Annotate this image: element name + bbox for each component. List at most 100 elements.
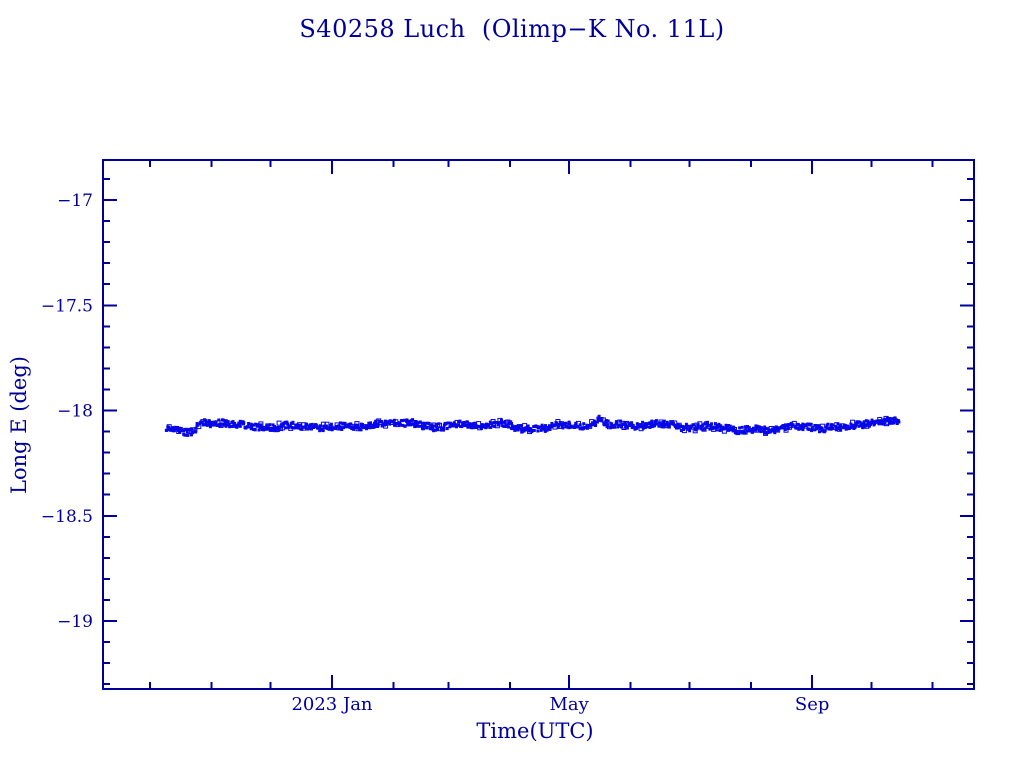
data-point	[271, 427, 275, 431]
data-point	[543, 428, 547, 431]
data-point	[662, 424, 666, 427]
data-point	[654, 419, 658, 423]
data-point	[783, 428, 787, 432]
data-point	[505, 425, 509, 428]
data-point	[329, 425, 332, 429]
data-point	[359, 428, 363, 432]
data-point	[681, 425, 685, 429]
data-point	[679, 429, 683, 432]
data-point	[224, 424, 228, 428]
data-point	[208, 425, 212, 429]
data-point	[763, 427, 766, 431]
data-point	[564, 421, 568, 425]
data-point	[742, 429, 746, 433]
data-point	[650, 419, 654, 423]
data-point	[766, 427, 769, 431]
data-point	[760, 428, 764, 432]
data-point	[517, 424, 521, 428]
data-point	[324, 424, 328, 428]
data-point	[207, 419, 211, 423]
data-point	[234, 425, 238, 429]
data-point	[858, 420, 862, 424]
data-point	[677, 425, 681, 429]
data-point	[682, 428, 686, 431]
data-point	[503, 420, 507, 423]
data-point	[684, 422, 688, 426]
data-point	[801, 428, 805, 432]
data-point	[329, 422, 333, 426]
data-point	[355, 423, 359, 427]
data-point	[532, 429, 536, 432]
data-point	[451, 423, 455, 427]
data-point	[190, 431, 194, 435]
data-point	[706, 420, 709, 424]
data-point	[874, 420, 878, 424]
data-point	[704, 421, 708, 425]
data-point	[304, 425, 308, 429]
data-point	[769, 429, 773, 433]
data-point	[699, 427, 703, 431]
data-point	[526, 424, 530, 428]
data-point	[740, 425, 744, 429]
data-point	[482, 423, 485, 427]
data-point	[205, 420, 209, 424]
data-point-open	[383, 423, 389, 429]
data-point	[705, 425, 709, 429]
data-point	[795, 423, 799, 427]
data-point	[818, 430, 821, 434]
data-point	[343, 421, 347, 425]
x-tick-label: Sep	[795, 694, 830, 715]
data-point	[570, 425, 574, 429]
data-point	[744, 427, 748, 431]
data-point	[181, 428, 184, 432]
data-point	[713, 422, 717, 426]
data-point	[809, 422, 813, 426]
data-point	[873, 422, 877, 426]
data-point	[434, 428, 438, 432]
data-point	[200, 420, 204, 424]
data-point	[728, 427, 731, 431]
data-point	[844, 427, 848, 431]
data-point	[313, 424, 317, 428]
data-point	[718, 429, 722, 432]
data-point	[834, 426, 838, 430]
data-point	[238, 424, 242, 428]
data-point	[710, 422, 713, 426]
data-point	[393, 422, 397, 426]
data-point	[747, 429, 751, 433]
data-point	[474, 426, 478, 429]
data-point	[406, 421, 410, 424]
data-point	[177, 426, 181, 430]
data-point	[715, 426, 719, 430]
data-point	[398, 423, 402, 427]
data-point	[839, 428, 842, 432]
data-point	[701, 428, 705, 432]
data-point	[595, 420, 599, 424]
data-point	[573, 424, 577, 428]
data-point	[249, 427, 253, 431]
data-point	[489, 425, 493, 429]
y-tick-label: −19	[57, 612, 93, 632]
data-point	[183, 427, 187, 431]
data-point	[603, 423, 607, 427]
data-point	[203, 418, 207, 422]
data-point	[817, 425, 820, 428]
data-point	[228, 425, 232, 429]
data-point	[351, 426, 354, 430]
data-point	[529, 427, 533, 431]
data-point	[284, 426, 288, 430]
data-point	[715, 423, 719, 427]
data-point	[719, 424, 723, 428]
plot-frame	[102, 159, 975, 690]
data-point	[635, 422, 639, 426]
data-point	[352, 427, 356, 431]
data-point	[415, 422, 419, 426]
data-point	[886, 418, 890, 422]
data-point	[380, 420, 384, 424]
data-point	[755, 427, 759, 431]
data-point	[434, 422, 438, 426]
data-point	[173, 427, 177, 431]
data-point	[844, 424, 848, 428]
data-point	[530, 429, 534, 433]
data-point	[307, 427, 311, 431]
